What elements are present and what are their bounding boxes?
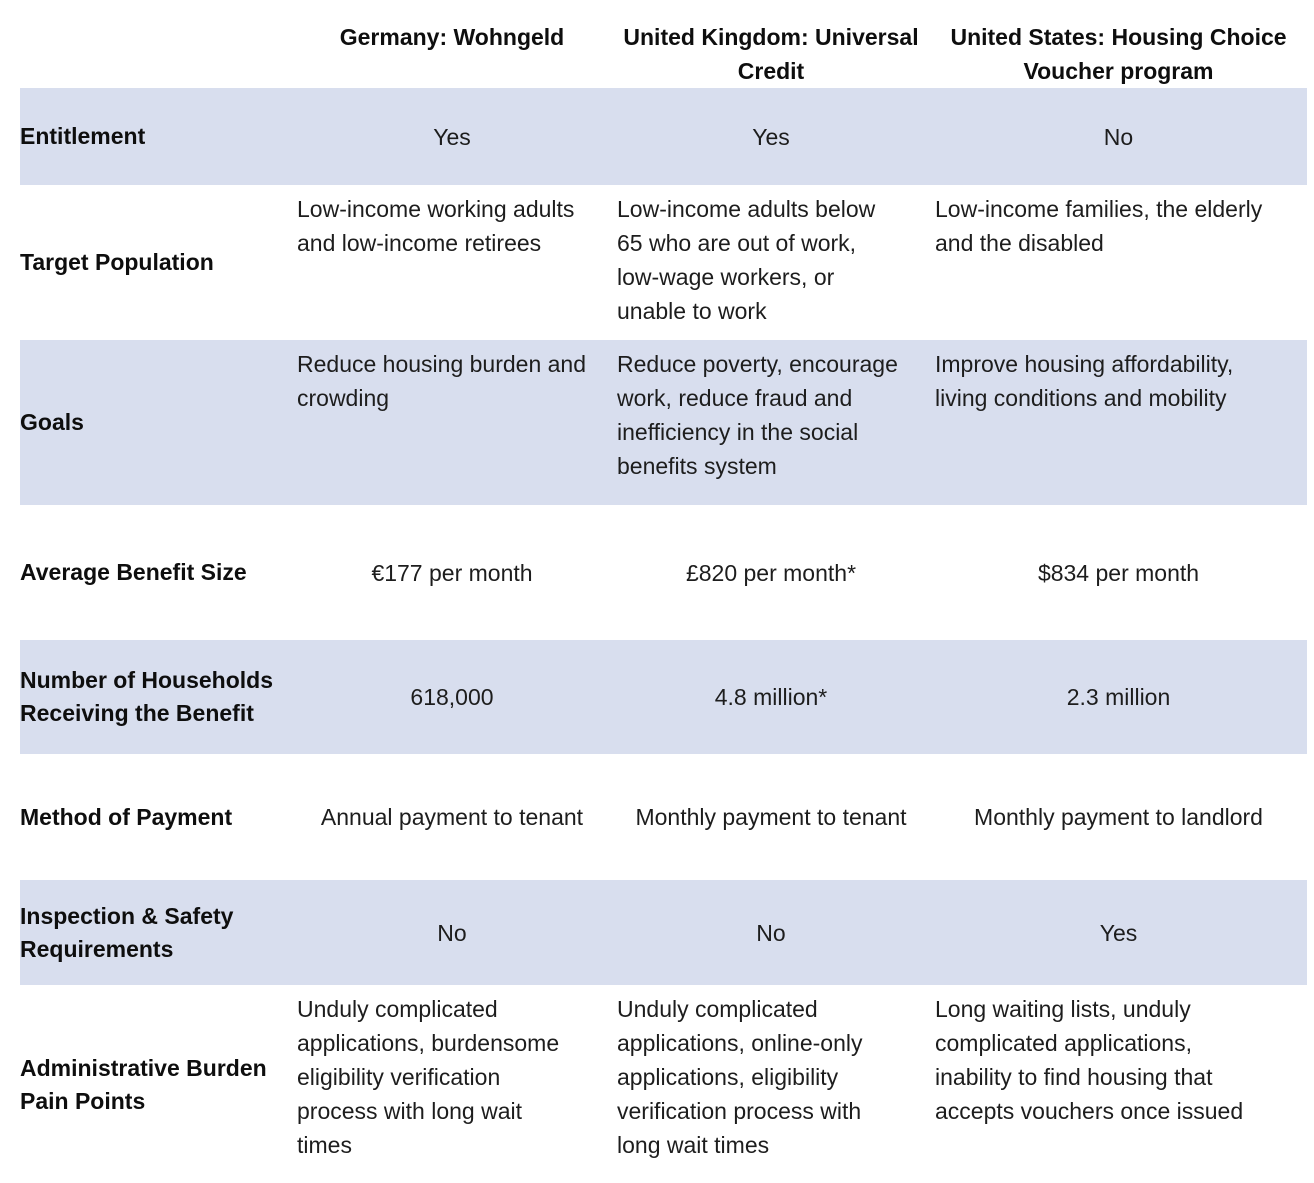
cell-uk: Monthly payment to tenant [635, 804, 907, 830]
table-row: Number of Households Receiving the Benef… [20, 640, 1307, 754]
row-label: Entitlement [20, 123, 146, 149]
table-row: Administrative Burden Pain Points Unduly… [20, 985, 1307, 1183]
row-label: Number of Households Receiving the Benef… [20, 667, 274, 726]
cell-us: Yes [1099, 919, 1138, 946]
cell-germany: Yes [433, 123, 471, 150]
cell-germany: 618,000 [410, 684, 494, 710]
cell-us: Improve housing affordability, living co… [935, 351, 1234, 411]
row-label: Average Benefit Size [20, 559, 247, 585]
row-label: Administrative Burden Pain Points [20, 1055, 267, 1114]
table-row: Entitlement Yes Yes No [20, 88, 1307, 185]
cell-germany: Low-income working adults and low-income… [297, 196, 575, 256]
cell-germany: Unduly complicated applications, burdens… [297, 996, 560, 1158]
cell-uk: No [756, 919, 786, 946]
table-row: Inspection & Safety Requirements No No Y… [20, 880, 1307, 985]
table-row: Method of Payment Annual payment to tena… [20, 754, 1307, 880]
cell-us: Long waiting lists, unduly complicated a… [935, 996, 1244, 1124]
table-body: Entitlement Yes Yes No Target Population… [20, 88, 1307, 1183]
cell-uk: Unduly complicated applications, online-… [617, 996, 863, 1158]
table-header-row: Germany: Wohngeld United Kingdom: Univer… [20, 0, 1307, 88]
cell-germany: Reduce housing burden and crowding [297, 351, 587, 411]
table-row: Target Population Low-income working adu… [20, 185, 1307, 340]
column-header-germany: Germany: Wohngeld [339, 24, 565, 50]
cell-uk: 4.8 million* [714, 684, 828, 710]
cell-uk: Yes [752, 123, 790, 150]
cell-us: Monthly payment to landlord [974, 804, 1263, 830]
cell-uk: £820 per month* [685, 559, 857, 586]
cell-germany: Annual payment to tenant [320, 804, 584, 830]
column-header-us: United States: Housing Choice Voucher pr… [950, 24, 1287, 84]
cell-uk: Low-income adults below 65 who are out o… [617, 196, 876, 324]
column-header-uk: United Kingdom: Universal Credit [623, 24, 919, 84]
table-row: Average Benefit Size €177 per month £820… [20, 505, 1307, 640]
cell-us: No [1103, 123, 1134, 150]
cell-germany: €177 per month [371, 559, 533, 586]
row-label: Inspection & Safety Requirements [20, 902, 234, 962]
cell-uk: Reduce poverty, encourage work, reduce f… [617, 351, 898, 479]
cell-us: Low-income families, the elderly and the… [935, 196, 1263, 256]
row-label: Method of Payment [20, 803, 233, 830]
table-row: Goals Reduce housing burden and crowding… [20, 340, 1307, 505]
row-label: Target Population [20, 249, 214, 275]
cell-us: $834 per month [1037, 559, 1200, 586]
cell-germany: No [437, 919, 467, 946]
row-label: Goals [20, 409, 84, 435]
cell-us: 2.3 million [1066, 684, 1171, 710]
comparison-table: Germany: Wohngeld United Kingdom: Univer… [20, 0, 1307, 1183]
